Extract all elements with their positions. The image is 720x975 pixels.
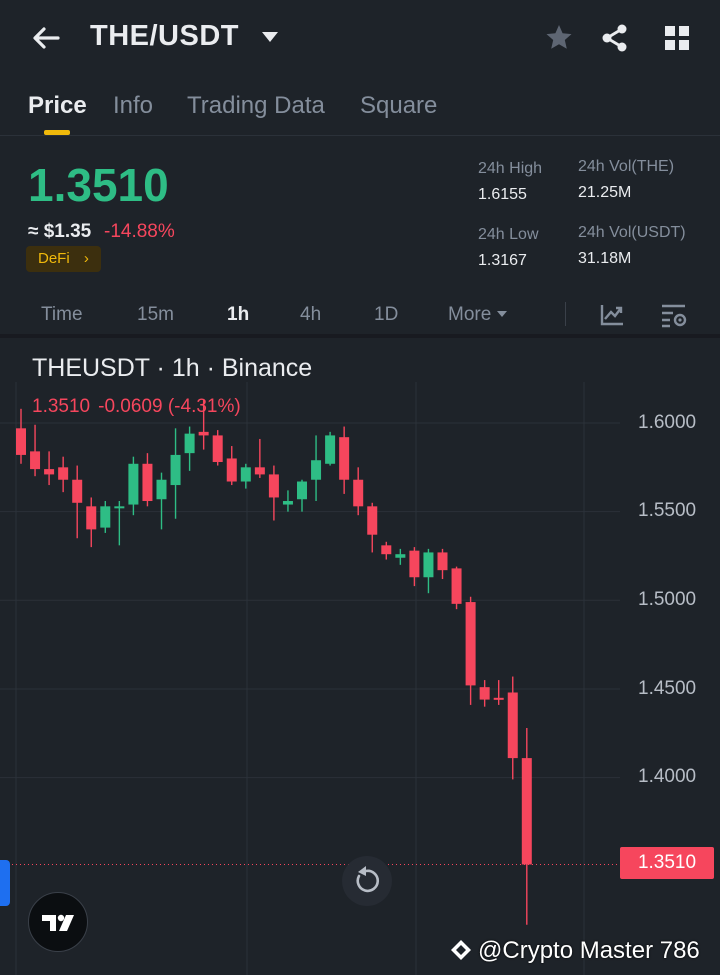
high-value: 1.6155 <box>478 186 527 203</box>
price-chart[interactable]: THEUSDT · 1h · Binance 1.3510 -0.0609 (-4… <box>0 342 720 975</box>
last-price: 1.3510 <box>28 159 169 211</box>
vol-base-label: 24h Vol(THE) <box>578 158 675 175</box>
chart-settings-icon[interactable] <box>659 300 689 330</box>
candle-body <box>58 467 69 480</box>
tab-square[interactable]: Square <box>360 92 438 119</box>
main-tabs: Price Info Trading Data Square <box>0 80 720 136</box>
candle-body <box>142 463 153 502</box>
candle-body <box>367 506 378 535</box>
candle-body <box>184 433 195 454</box>
candle-body <box>128 463 139 505</box>
tab-info[interactable]: Info <box>113 92 154 119</box>
chart-ohlc-legend: 1.3510 -0.0609 (-4.31%) <box>32 396 241 418</box>
caret-down-icon <box>497 311 508 317</box>
candle-body <box>254 467 265 475</box>
candle-body <box>423 552 434 578</box>
interval-more[interactable]: More <box>448 304 508 326</box>
watermark: @Crypto Master 786 <box>450 937 700 965</box>
share-icon[interactable] <box>599 22 631 54</box>
candle-body <box>451 568 462 604</box>
chart-title: THEUSDT · 1h · Binance <box>32 354 313 382</box>
candle-body <box>30 451 41 470</box>
change-percent: -14.88% <box>104 221 175 242</box>
grid-icon[interactable] <box>661 22 693 54</box>
top-bar: THE/USDT <box>0 0 720 80</box>
candle-body <box>311 460 322 480</box>
vol-base-value: 21.25M <box>578 184 632 201</box>
interval-4h[interactable]: 4h <box>300 304 322 325</box>
interval-15m[interactable]: 15m <box>137 304 174 325</box>
chevron-down-icon[interactable] <box>262 32 278 42</box>
y-tick-label: 1.4000 <box>638 766 697 787</box>
category-tag-label: DeFi <box>38 250 70 267</box>
candle-body <box>395 554 406 558</box>
candle-body <box>437 552 448 571</box>
star-icon[interactable] <box>543 22 575 54</box>
watermark-text: @Crypto Master 786 <box>478 937 700 964</box>
candle-body <box>16 428 26 455</box>
candle-body <box>479 687 490 700</box>
low-label: 24h Low <box>478 226 539 243</box>
high-label: 24h High <box>478 160 543 177</box>
y-tick-label: 1.4500 <box>638 678 697 699</box>
y-tick-label: 1.5000 <box>638 589 697 610</box>
candle-body <box>507 692 518 759</box>
vol-quote-label: 24h Vol(USDT) <box>578 224 686 241</box>
candle-body <box>381 545 392 555</box>
candle-body <box>170 454 181 486</box>
candle-body <box>156 479 167 500</box>
interval-1h[interactable]: 1h <box>227 304 250 325</box>
back-arrow-icon[interactable] <box>28 20 64 56</box>
candlestick-plot[interactable] <box>0 342 720 975</box>
candle-body <box>339 437 350 480</box>
candle-body <box>282 501 293 505</box>
candle-body <box>465 602 476 686</box>
candle-body <box>226 458 237 482</box>
drawing-panel-handle[interactable] <box>0 860 10 906</box>
y-tick-label: 1.5500 <box>638 500 697 521</box>
candle-body <box>100 506 111 528</box>
candle-body <box>212 435 223 463</box>
indicator-chart-icon[interactable] <box>597 300 627 330</box>
candle-body <box>198 431 209 436</box>
ohlc-change: -0.0609 (-4.31%) <box>98 396 241 417</box>
candle-body <box>297 481 307 500</box>
usd-price: ≈ $1.35 <box>28 221 92 242</box>
interval-1d[interactable]: 1D <box>374 304 399 325</box>
category-tag[interactable]: DeFi › <box>26 246 101 272</box>
candle-body <box>86 506 97 530</box>
interval-bar: Time 15m 1h 4h 1D More <box>0 292 720 338</box>
tradingview-logo[interactable] <box>28 892 88 952</box>
last-price-badge: 1.3510 <box>620 847 714 879</box>
candle-body <box>521 758 532 865</box>
candle-body <box>493 697 504 700</box>
low-value: 1.3167 <box>478 252 527 269</box>
active-tab-indicator <box>44 130 70 135</box>
chevron-right-icon: › <box>83 250 89 267</box>
vol-quote-value: 31.18M <box>578 250 632 267</box>
candle-body <box>268 474 279 498</box>
candle-body <box>240 467 251 482</box>
interval-more-label: More <box>448 304 492 325</box>
candle-body <box>353 479 364 507</box>
candle-body <box>409 550 420 578</box>
pair-title[interactable]: THE/USDT <box>90 20 239 52</box>
interval-time[interactable]: Time <box>41 304 83 325</box>
reset-chart-button[interactable] <box>342 856 392 906</box>
tab-price[interactable]: Price <box>28 92 87 119</box>
ohlc-price: 1.3510 <box>32 396 91 417</box>
tab-trading-data[interactable]: Trading Data <box>187 92 325 119</box>
tradingview-logo-icon <box>42 914 74 931</box>
candle-body <box>325 435 336 464</box>
reset-icon <box>356 866 380 893</box>
diamond-logo-icon <box>451 940 471 960</box>
candle-body <box>72 479 83 503</box>
y-tick-label: 1.6000 <box>638 412 697 433</box>
candle-body <box>44 469 55 475</box>
candle-body <box>114 506 125 509</box>
divider <box>565 302 566 326</box>
